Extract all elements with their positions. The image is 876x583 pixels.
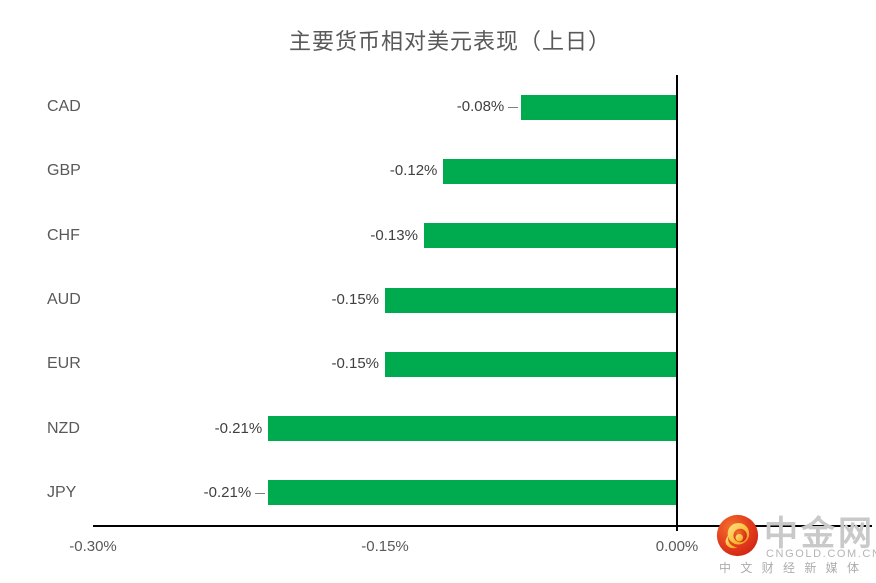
category-label-gbp: GBP (47, 162, 81, 180)
cngold-domain-text: CNGOLD.COM.CN (766, 548, 876, 560)
bar-nzd (268, 416, 677, 442)
cngold-cloud-icon (716, 514, 759, 557)
bar-eur (385, 351, 677, 377)
category-label-chf: CHF (47, 226, 80, 244)
data-label-leader-line (508, 107, 519, 108)
data-label-leader-line (255, 493, 266, 494)
value-label-gbp: -0.12% (389, 162, 438, 180)
value-label-cad: -0.08% (456, 98, 505, 116)
value-label-aud: -0.15% (331, 291, 379, 308)
value-label-jpy: -0.21% (203, 483, 252, 501)
x-axis-line (93, 525, 872, 527)
bar-chf (423, 223, 677, 249)
value-label-nzd: -0.21% (214, 419, 263, 437)
bar-aud (385, 287, 677, 313)
cngold-watermark: 中金网 CNGOLD.COM.CN 中 文 财 经 新 媒 体 (712, 510, 876, 580)
bar-cad (521, 94, 677, 120)
bar-jpy (268, 480, 677, 506)
category-label-cad: CAD (47, 98, 81, 116)
category-label-jpy: JPY (47, 483, 77, 501)
category-label-aud: AUD (47, 291, 81, 308)
category-label-nzd: NZD (47, 419, 80, 437)
category-axis-line (676, 75, 678, 531)
category-label-eur: EUR (47, 355, 81, 373)
cngold-tagline-text: 中 文 财 经 新 媒 体 (719, 561, 863, 575)
x-tick-label-0.00%: 0.00% (655, 538, 699, 555)
x-tick-label--0.15%: -0.15% (361, 538, 409, 555)
value-label-eur: -0.15% (331, 355, 379, 373)
x-tick-label--0.30%: -0.30% (69, 538, 117, 555)
bar-gbp (443, 158, 677, 184)
cngold-logo-text: 中金网 (764, 515, 875, 553)
chart-title: 主要货币相对美元表现（上日） (288, 29, 612, 54)
value-label-chf: -0.13% (370, 226, 418, 244)
